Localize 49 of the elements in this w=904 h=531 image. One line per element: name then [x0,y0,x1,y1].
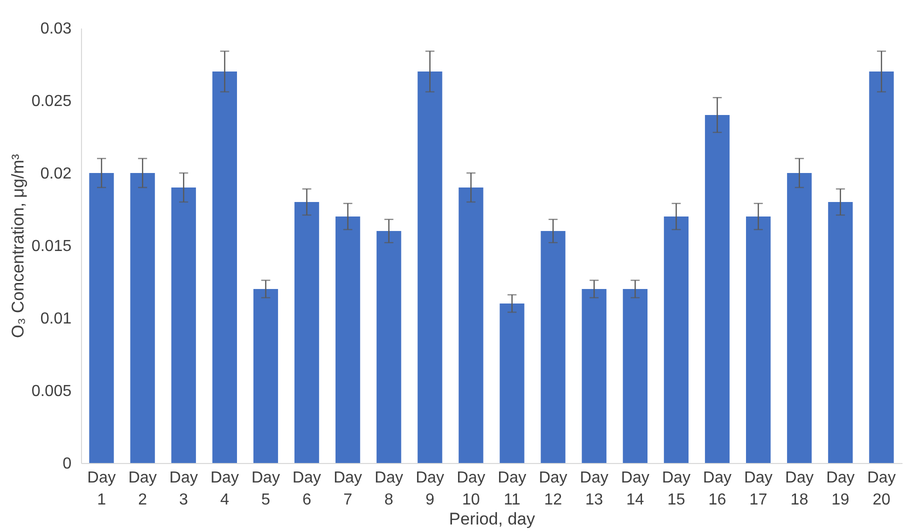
y-tick-label: 0.02 [40,166,72,182]
x-tick-label: Day 6 [292,470,321,508]
x-tick-label: Day 4 [210,470,239,508]
bar [253,289,278,463]
bar [212,72,237,463]
bar [664,216,689,463]
x-tick-label: Day 19 [826,470,855,508]
x-tick-label: Day 9 [416,470,444,508]
bar [376,231,402,463]
bar [582,289,606,463]
x-tick-label: Day 11 [498,470,526,508]
x-tick-label: Day 18 [785,470,814,508]
bar [171,188,196,463]
bar [458,188,484,463]
bar [622,289,648,463]
x-tick-label: Day 20 [867,470,896,508]
x-tick-label: Day 15 [662,470,690,508]
y-tick-label: 0.015 [31,238,72,255]
x-tick-label: Day 1 [87,470,116,508]
x-tick-label: Day 14 [620,470,650,508]
x-tick-label: Day 2 [128,470,157,508]
bar [294,202,320,463]
bar [746,216,771,463]
bar [418,72,442,463]
bar [500,304,524,463]
x-tick-label: Day 16 [703,470,732,508]
y-tick-label: 0.005 [31,383,72,400]
x-tick-label: Day 7 [334,470,362,508]
x-tick-label: Day 13 [580,470,608,508]
bar [704,115,730,463]
y-axis-title: O₃ Concentration, μg/m³ [8,154,28,338]
y-tick-label: 0 [62,456,72,472]
bar [336,216,360,463]
bar [787,173,812,463]
x-tick-label: Day 10 [456,470,486,508]
x-axis-title: Period, day [449,510,536,528]
bar [828,202,853,463]
x-tick-label: Day 12 [538,470,568,508]
y-tick-label: 0.01 [40,310,72,328]
x-tick-label: Day 17 [744,470,773,508]
y-tick-label: 0.025 [31,93,72,110]
x-tick-label: Day 5 [252,470,280,508]
bar [540,231,566,463]
bar [89,173,114,463]
x-tick-label: Day 8 [374,470,404,508]
bar [869,72,894,463]
x-tick-label: Day 3 [169,470,198,508]
bar [130,173,155,463]
y-tick-label: 0.03 [40,20,72,38]
